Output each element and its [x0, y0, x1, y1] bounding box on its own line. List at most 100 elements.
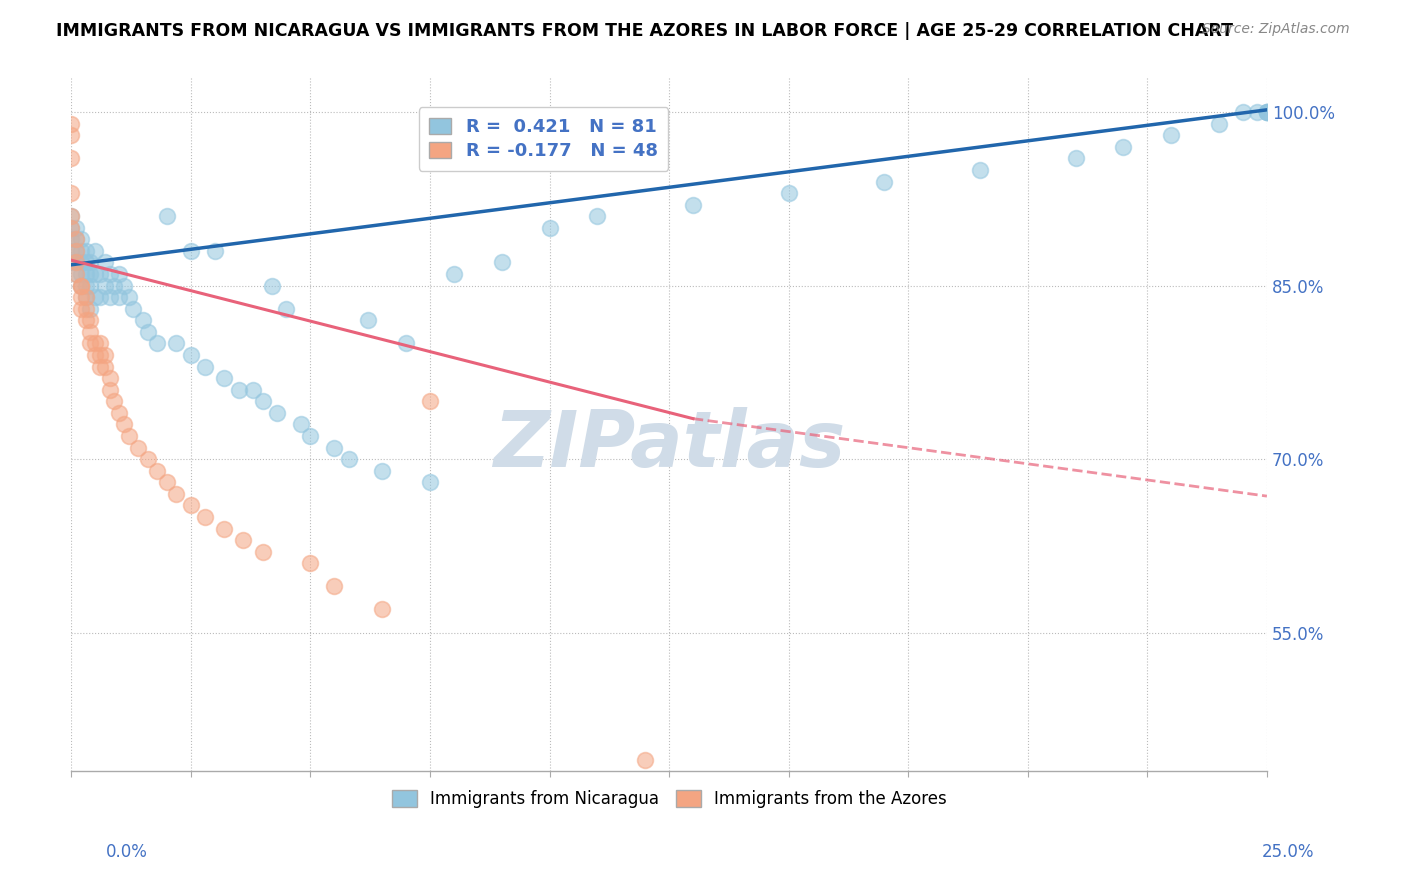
Point	[60, 128, 83, 143]
Point	[290, 417, 312, 432]
Point	[69, 244, 91, 258]
Point	[127, 441, 149, 455]
Legend: Immigrants from Nicaragua, Immigrants from the Azores: Immigrants from Nicaragua, Immigrants fr…	[385, 783, 953, 815]
Point	[79, 267, 101, 281]
Text: 25.0%: 25.0%	[1263, 843, 1315, 861]
Point	[60, 186, 83, 200]
Point	[1208, 117, 1230, 131]
Point	[79, 255, 101, 269]
Point	[98, 383, 121, 397]
Point	[180, 499, 202, 513]
Point	[75, 290, 97, 304]
Point	[323, 579, 346, 593]
Point	[1232, 105, 1254, 120]
Point	[60, 220, 83, 235]
Point	[586, 209, 609, 223]
Point	[228, 383, 250, 397]
Point	[1246, 105, 1268, 120]
Point	[1160, 128, 1182, 143]
Point	[156, 475, 179, 490]
Point	[60, 152, 83, 166]
Point	[146, 336, 169, 351]
Point	[89, 359, 111, 374]
Point	[84, 336, 107, 351]
Point	[75, 290, 97, 304]
Point	[1256, 105, 1278, 120]
Point	[65, 255, 87, 269]
Point	[166, 336, 188, 351]
Point	[75, 301, 97, 316]
Point	[108, 290, 131, 304]
Point	[69, 278, 91, 293]
Point	[69, 255, 91, 269]
Point	[443, 267, 465, 281]
Point	[79, 278, 101, 293]
Point	[60, 209, 83, 223]
Point	[194, 359, 217, 374]
Point	[69, 278, 91, 293]
Point	[117, 290, 139, 304]
Point	[79, 301, 101, 316]
Point	[103, 394, 125, 409]
Point	[299, 556, 322, 570]
Point	[69, 232, 91, 246]
Point	[337, 452, 360, 467]
Point	[112, 417, 135, 432]
Point	[65, 220, 87, 235]
Point	[60, 244, 83, 258]
Text: 0.0%: 0.0%	[105, 843, 148, 861]
Point	[89, 290, 111, 304]
Point	[180, 244, 202, 258]
Point	[873, 175, 896, 189]
Point	[65, 267, 87, 281]
Text: ZIPatlas: ZIPatlas	[494, 408, 845, 483]
Point	[79, 313, 101, 327]
Point	[69, 290, 91, 304]
Point	[60, 220, 83, 235]
Point	[89, 336, 111, 351]
Point	[75, 244, 97, 258]
Point	[156, 209, 179, 223]
Point	[419, 475, 441, 490]
Point	[65, 232, 87, 246]
Text: IMMIGRANTS FROM NICARAGUA VS IMMIGRANTS FROM THE AZORES IN LABOR FORCE | AGE 25-: IMMIGRANTS FROM NICARAGUA VS IMMIGRANTS …	[56, 22, 1233, 40]
Point	[75, 267, 97, 281]
Point	[79, 336, 101, 351]
Point	[969, 163, 991, 178]
Point	[60, 117, 83, 131]
Point	[65, 244, 87, 258]
Point	[84, 348, 107, 362]
Point	[93, 359, 115, 374]
Point	[395, 336, 418, 351]
Point	[98, 290, 121, 304]
Point	[136, 325, 159, 339]
Point	[204, 244, 226, 258]
Point	[1256, 105, 1278, 120]
Point	[65, 232, 87, 246]
Point	[98, 371, 121, 385]
Point	[266, 406, 288, 420]
Point	[1112, 140, 1135, 154]
Point	[214, 371, 236, 385]
Point	[242, 383, 264, 397]
Point	[357, 313, 380, 327]
Point	[60, 255, 83, 269]
Point	[69, 301, 91, 316]
Point	[108, 406, 131, 420]
Point	[93, 348, 115, 362]
Point	[75, 255, 97, 269]
Point	[103, 278, 125, 293]
Point	[371, 602, 394, 616]
Point	[132, 313, 155, 327]
Point	[146, 464, 169, 478]
Point	[262, 278, 284, 293]
Point	[491, 255, 513, 269]
Point	[214, 521, 236, 535]
Point	[108, 267, 131, 281]
Point	[778, 186, 800, 200]
Point	[252, 544, 274, 558]
Point	[371, 464, 394, 478]
Point	[89, 348, 111, 362]
Point	[634, 753, 657, 767]
Point	[232, 533, 254, 547]
